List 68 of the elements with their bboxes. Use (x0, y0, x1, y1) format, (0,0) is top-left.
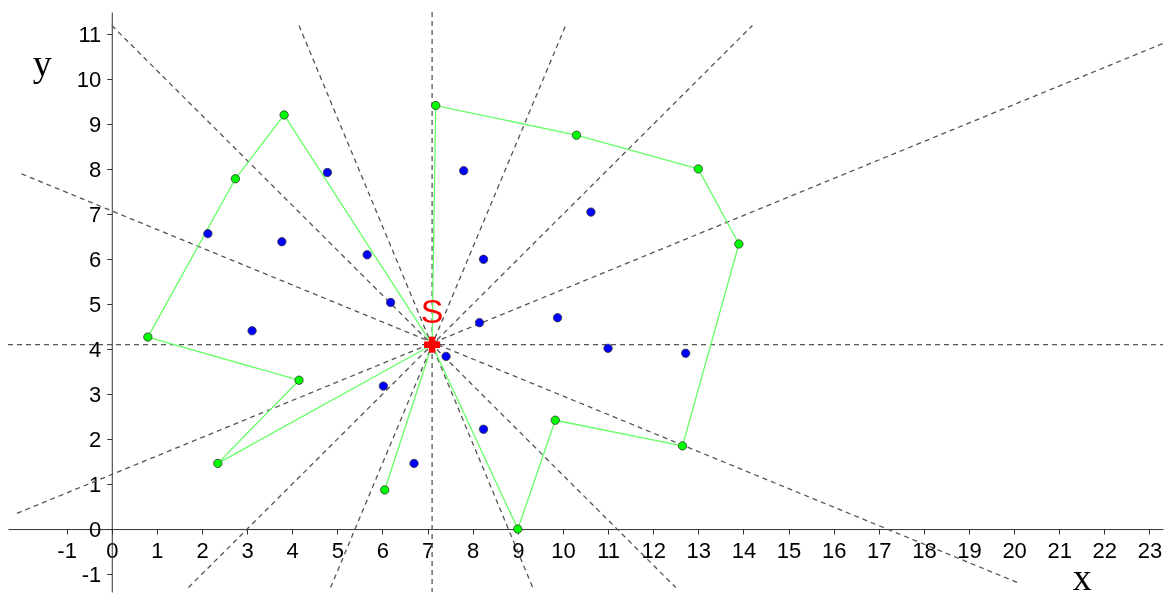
point (431, 100, 441, 111)
point (478, 254, 489, 264)
y-tick-label: 2 (89, 426, 102, 452)
point (378, 381, 388, 391)
point (603, 343, 613, 353)
x-axis-title: x (1072, 555, 1092, 598)
point (693, 164, 703, 174)
y-tick-label: 1 (89, 471, 102, 497)
point (279, 110, 289, 120)
x-tick-label: 17 (867, 537, 892, 563)
x-tick-label: 3 (241, 537, 254, 563)
y-axis-title: y (32, 42, 52, 85)
point (380, 485, 390, 495)
y-tick-label: 11 (78, 21, 102, 47)
x-tick-label: 18 (912, 537, 937, 563)
x-tick-label: 11 (597, 537, 620, 563)
y-tick-label: 10 (76, 66, 102, 92)
x-tick-label: 4 (286, 537, 299, 563)
x-tick-label: 2 (196, 537, 209, 563)
x-tick-label: 19 (957, 537, 982, 563)
y-tick-label: 7 (89, 201, 102, 227)
y-tick-label: 9 (89, 111, 102, 137)
point (213, 458, 223, 468)
point (550, 415, 560, 425)
x-tick-label: -1 (57, 537, 77, 563)
point (586, 207, 596, 217)
point (362, 250, 372, 260)
point (424, 336, 441, 353)
point (474, 318, 485, 328)
x-tick-label: 7 (421, 537, 435, 563)
point (294, 375, 304, 385)
x-tick-label: 20 (1002, 537, 1027, 563)
point (277, 237, 287, 247)
x-tick-label: 1 (151, 537, 164, 563)
point (734, 239, 744, 249)
x-tick-label: 10 (551, 537, 576, 563)
y-tick-label: -1 (81, 561, 102, 587)
point (441, 351, 451, 361)
point (322, 167, 333, 178)
point (143, 332, 153, 342)
point (513, 524, 523, 534)
x-tick-label: 23 (1137, 537, 1163, 563)
point (386, 297, 396, 308)
point (478, 424, 489, 434)
x-tick-label: 22 (1092, 537, 1118, 563)
point (552, 313, 563, 323)
x-tick-label: 8 (467, 537, 480, 563)
y-tick-label: 5 (89, 291, 102, 317)
x-tick-label: 12 (641, 537, 666, 563)
point (409, 458, 419, 468)
x-tick-label: 6 (376, 537, 390, 563)
y-tick-label: 6 (89, 246, 102, 272)
x-tick-label: 9 (512, 537, 525, 563)
x-tick-label: 15 (776, 537, 802, 563)
y-tick-label: 3 (89, 381, 102, 407)
x-tick-label: 14 (731, 537, 757, 563)
point (677, 441, 688, 451)
point (571, 130, 582, 140)
point (230, 174, 240, 184)
point (459, 166, 469, 176)
point (203, 229, 213, 239)
y-tick-label: 8 (89, 156, 102, 182)
point (247, 326, 257, 336)
x-tick-label: 13 (686, 537, 712, 563)
x-tick-label: 16 (821, 537, 847, 563)
point (681, 348, 691, 358)
x-tick-label: 5 (331, 537, 344, 563)
x-tick-label: 21 (1047, 537, 1072, 563)
